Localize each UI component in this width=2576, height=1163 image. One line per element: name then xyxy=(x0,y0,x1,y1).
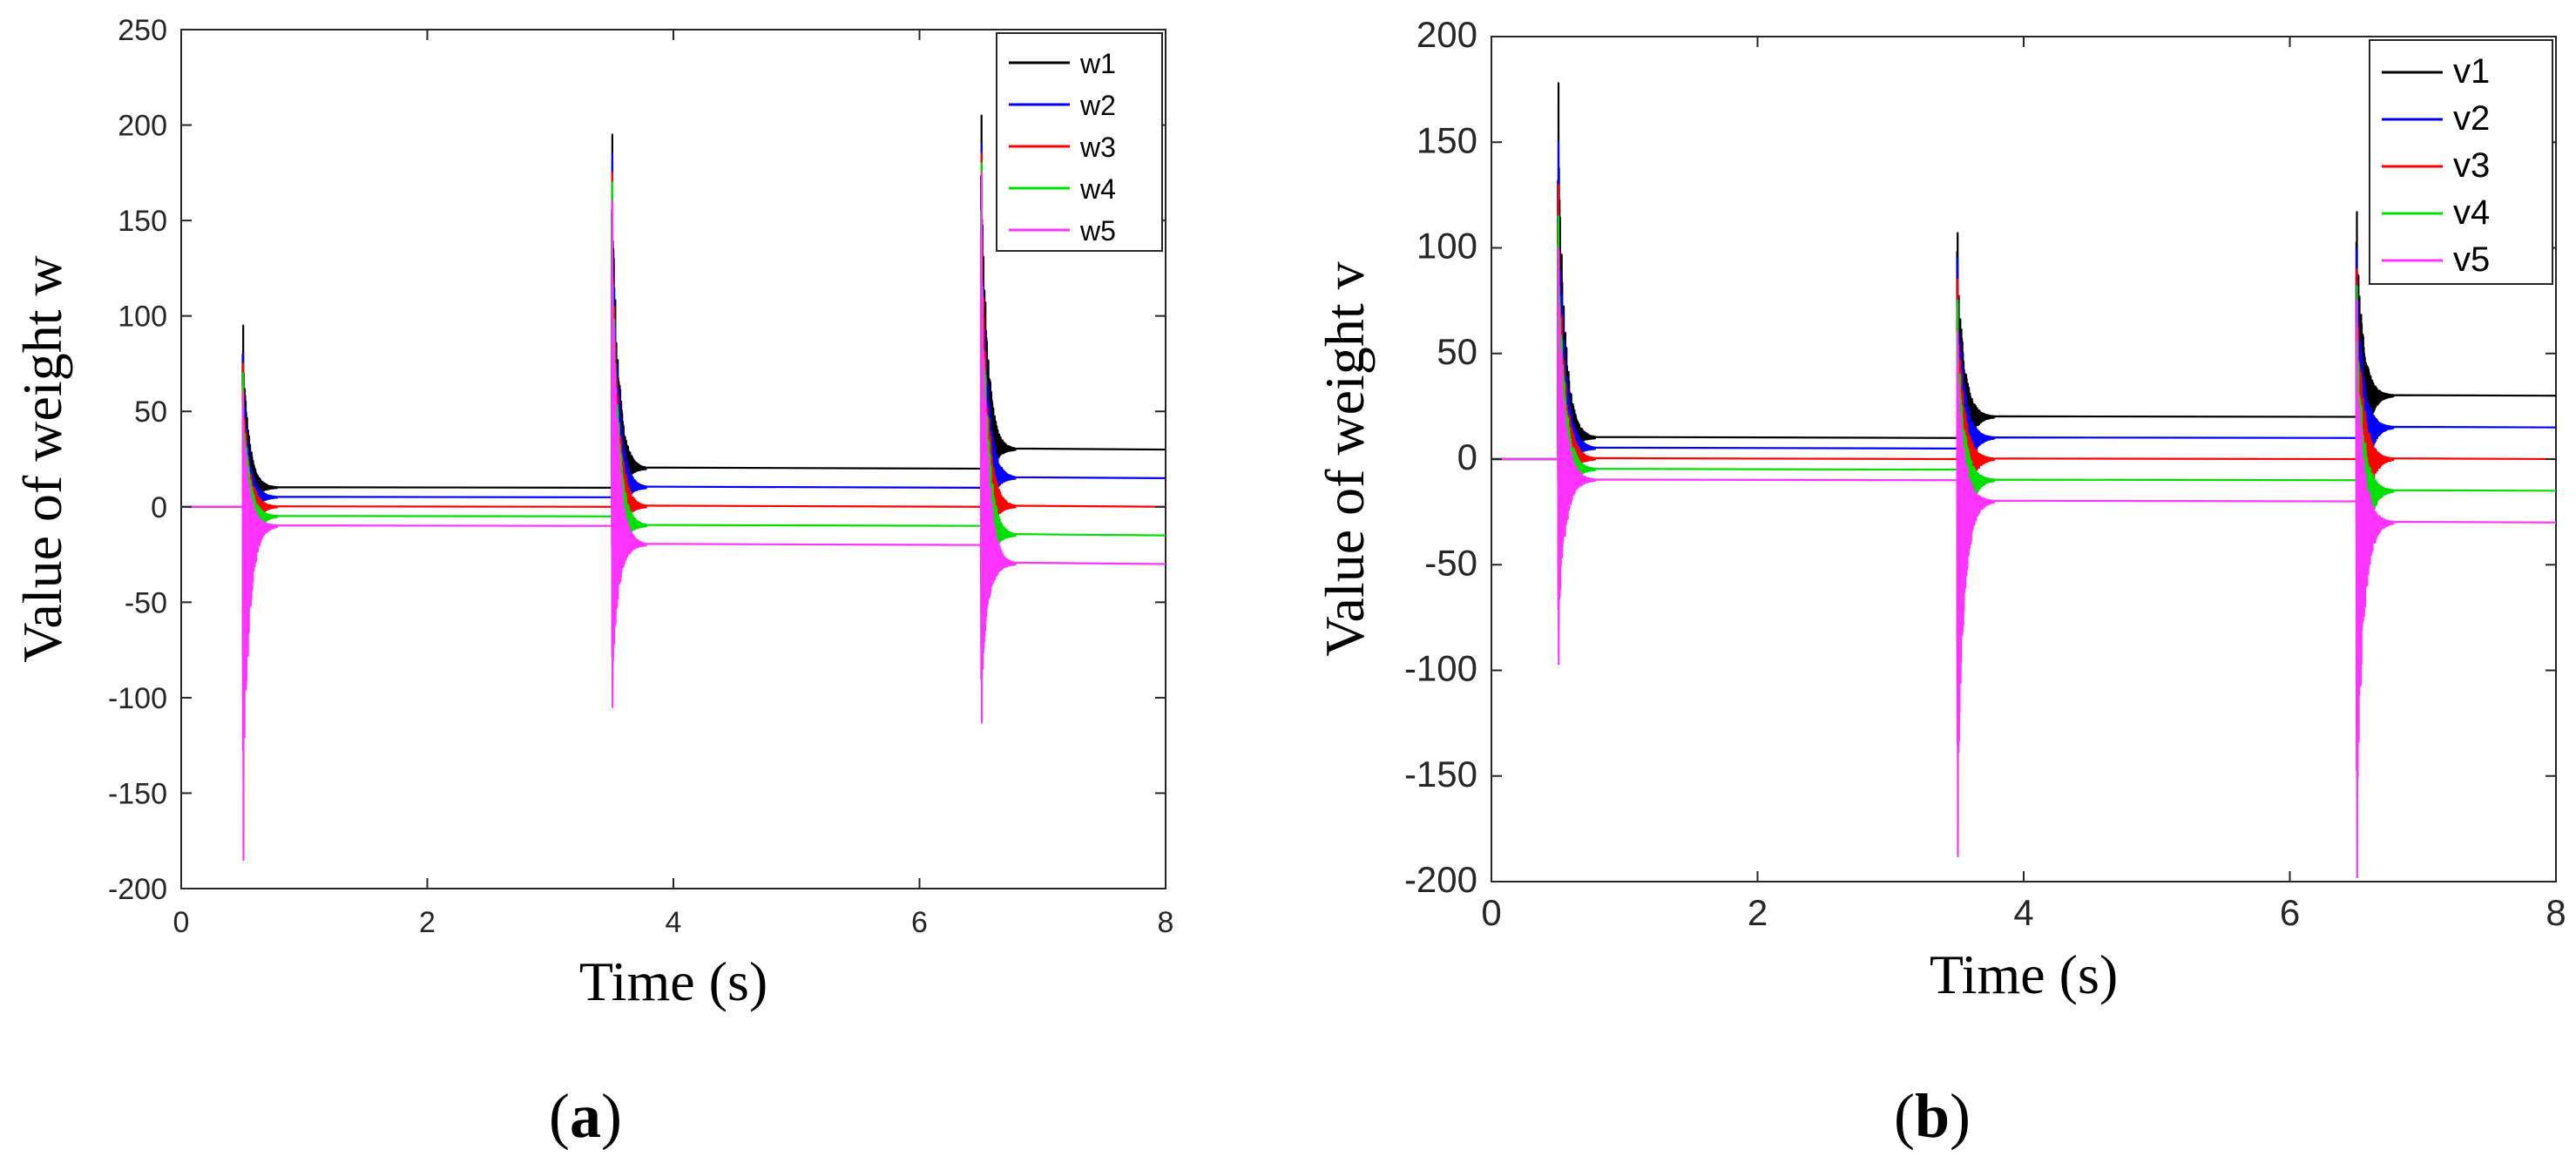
y-tick-label-2: -100 xyxy=(1404,648,1477,689)
chart-b: 0 2 4 6 8 -200 -150 -100 -50 0 50 100 150 200 Time (s)… xyxy=(1314,14,2566,1005)
y-tick-label-3: -50 xyxy=(125,586,167,619)
series-w5 xyxy=(181,172,1166,862)
y-tick-label-2: -100 xyxy=(108,682,167,715)
series-line-w5 xyxy=(181,172,1166,862)
legend-label-w1: w1 xyxy=(1079,48,1116,79)
y-tick-label-1: -150 xyxy=(108,777,167,810)
panel-label-a: (a) xyxy=(549,1081,622,1151)
y-tick-label-5: 50 xyxy=(134,396,167,429)
x-tick-label-0: 0 xyxy=(173,906,190,939)
legend-box xyxy=(996,32,1163,252)
legend-label-v5: v5 xyxy=(2453,240,2490,279)
y-tick-label-4: 0 xyxy=(1457,436,1477,477)
x-tick-label-3: 6 xyxy=(911,906,928,939)
x-tick-label-4: 8 xyxy=(1158,906,1174,939)
y-tick-label-0: -200 xyxy=(108,873,167,906)
panel-label-b: (b) xyxy=(1894,1081,1971,1151)
x-tick-label-4: 8 xyxy=(2546,892,2566,933)
legend-label-w5: w5 xyxy=(1079,215,1116,247)
series-line-v5 xyxy=(1491,247,2557,879)
x-tick-label-2: 4 xyxy=(2013,892,2033,933)
y-tick-label-7: 150 xyxy=(1416,119,1477,160)
legend: v1 v2 v3 v4 v5 xyxy=(2369,39,2553,285)
legend-label-v3: v3 xyxy=(2453,146,2490,185)
legend-label-w2: w2 xyxy=(1079,90,1116,121)
y-tick-label-9: 250 xyxy=(118,14,167,47)
y-tick-label-6: 100 xyxy=(118,301,167,334)
y-tick-label-6: 100 xyxy=(1416,226,1477,267)
y-tick-label-3: -50 xyxy=(1424,542,1477,583)
x-tick-label-3: 6 xyxy=(2280,892,2300,933)
y-tick-label-1: -150 xyxy=(1404,754,1477,794)
y-axis-label: Value of weight w xyxy=(11,255,73,662)
y-tick-label-7: 150 xyxy=(118,205,167,238)
legend-label-v2: v2 xyxy=(2453,99,2490,138)
legend-label-v4: v4 xyxy=(2453,193,2490,232)
series-v5 xyxy=(1491,247,2557,879)
legend-label-w3: w3 xyxy=(1079,132,1116,163)
legend-label-w4: w4 xyxy=(1079,173,1116,205)
x-tick-label-1: 2 xyxy=(419,906,436,939)
legend-box xyxy=(2369,39,2553,285)
x-tick-label-2: 4 xyxy=(666,906,682,939)
x-tick-label-1: 2 xyxy=(1748,892,1768,933)
y-tick-label-8: 200 xyxy=(118,110,167,143)
chart-a: 0 2 4 6 8 -200 -150 -100 -50 0 50 100 150 200 250 Time … xyxy=(11,14,1173,1012)
y-tick-label-8: 200 xyxy=(1416,14,1477,55)
legend: w1 w2 w3 w4 w5 xyxy=(996,32,1163,252)
x-axis-label: Time (s) xyxy=(1930,943,2118,1005)
x-tick-label-0: 0 xyxy=(1481,892,1501,933)
x-axis-label: Time (s) xyxy=(579,950,767,1012)
legend-label-v1: v1 xyxy=(2453,52,2490,91)
y-tick-label-0: -200 xyxy=(1404,859,1477,900)
y-tick-label-5: 50 xyxy=(1437,331,1477,372)
y-tick-label-4: 0 xyxy=(151,491,167,524)
y-axis-label: Value of weight v xyxy=(1314,261,1376,656)
